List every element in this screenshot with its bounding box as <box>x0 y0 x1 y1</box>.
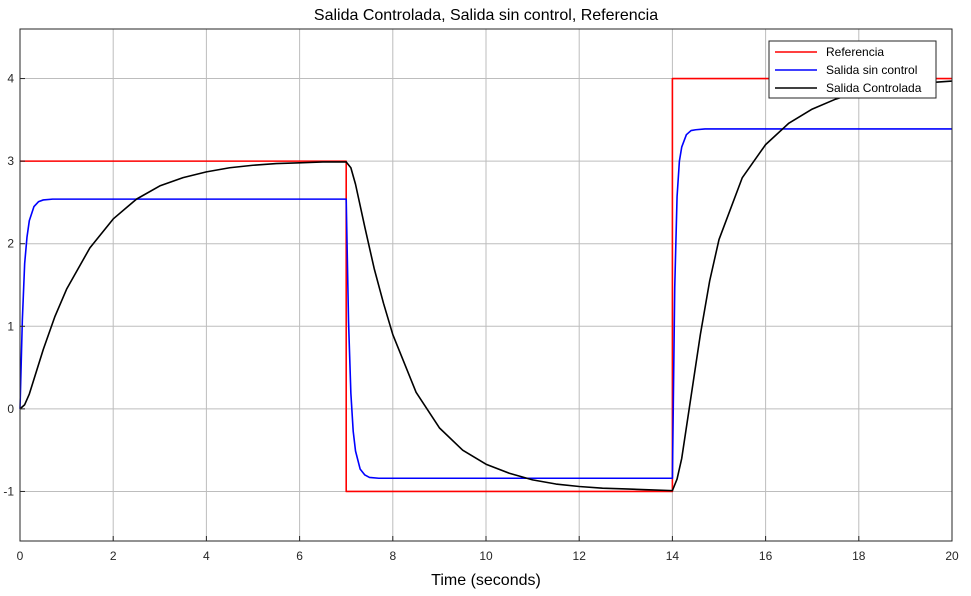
legend: Referencia Salida sin control Salida Contr… <box>768 40 937 99</box>
series-line-salida-controlada <box>19 80 953 492</box>
legend-label: Salida Controlada <box>826 81 922 95</box>
x-tick-label: 10 <box>479 549 493 563</box>
x-tick-label: 16 <box>759 549 773 563</box>
y-tick-label: 0 <box>7 402 14 416</box>
x-tick-label: 18 <box>852 549 866 563</box>
y-tick-label: 1 <box>7 319 14 333</box>
x-tick-label: 2 <box>110 549 117 563</box>
y-tick-label: 2 <box>7 237 14 251</box>
x-tick-label: 0 <box>17 549 24 563</box>
x-tick-label: 14 <box>666 549 680 563</box>
series-line-referencia <box>20 77 952 493</box>
y-tick-label: 4 <box>7 72 14 86</box>
legend-label: Referencia <box>826 45 884 59</box>
x-axis-label: Time (seconds) <box>431 572 541 589</box>
x-tick-label: 4 <box>203 549 210 563</box>
x-tick-label: 20 <box>945 549 959 563</box>
y-tick-label: -1 <box>3 484 14 498</box>
x-tick-label: 8 <box>389 549 396 563</box>
x-tick-label: 12 <box>573 549 587 563</box>
y-tick-label: 3 <box>7 154 14 168</box>
series-group <box>19 77 953 493</box>
chart-title: Salida Controlada, Salida sin control, R… <box>314 7 658 24</box>
x-tick-label: 6 <box>296 549 303 563</box>
legend-label: Salida sin control <box>826 63 917 77</box>
series-line-salida-sin-control <box>19 128 952 480</box>
